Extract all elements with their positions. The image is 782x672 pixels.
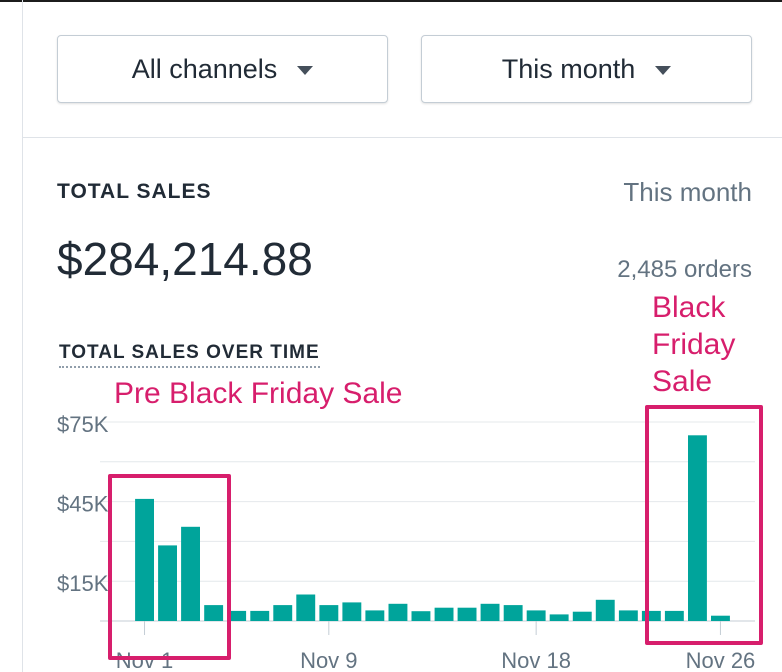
bar-nov-1[interactable] [135,498,154,621]
pre-black-friday-highlight-box [108,474,231,660]
bar-nov-10[interactable] [342,602,362,621]
bar-nov-26[interactable] [711,615,730,621]
bar-nov-9[interactable] [319,605,339,621]
bar-nov-5[interactable] [227,610,247,621]
bar-nov-8[interactable] [296,594,316,622]
bar-nov-15[interactable] [457,607,477,621]
black-friday-annotation: Black Friday Sale [652,291,736,398]
left-border [22,0,23,672]
x-tick-label: Nov 9 [300,648,357,672]
top-border [0,0,782,2]
black-friday-highlight-box [645,405,763,645]
bar-nov-17[interactable] [503,605,523,621]
bar-nov-6[interactable] [250,610,270,621]
bar-nov-7[interactable] [273,605,293,621]
bar-nov-13[interactable] [411,611,431,621]
total-sales-period: This month [623,177,752,207]
x-tick-label: Nov 1 [116,648,173,672]
bar-nov-3[interactable] [181,526,200,621]
bar-nov-16[interactable] [480,603,500,621]
bar-nov-11[interactable] [365,610,385,621]
y-tick-label: $15K [57,571,109,596]
bar-nov-25[interactable] [688,435,707,621]
y-tick-label: $75K [57,412,109,437]
bar-nov-12[interactable] [388,603,408,621]
caret-down-icon [297,65,314,75]
total-sales-value: $284,214.88 [57,233,313,285]
caret-down-icon [655,65,672,75]
bar-nov-23[interactable] [641,610,661,621]
bar-nov-19[interactable] [549,614,569,621]
bar-nov-4[interactable] [204,605,224,621]
channel-filter-dropdown[interactable]: All channels [57,35,388,103]
orders-count: 2,485 orders [617,256,752,283]
bar-nov-14[interactable] [434,607,454,621]
y-tick-label: $45K [57,492,109,517]
bar-nov-20[interactable] [572,611,592,621]
x-tick-label: Nov 26 [686,648,756,672]
bar-nov-24[interactable] [664,610,684,621]
bar-nov-22[interactable] [618,610,638,621]
filters-divider [23,137,782,138]
bar-nov-21[interactable] [595,599,615,621]
bar-nov-18[interactable] [526,610,546,621]
date-range-label: This month [501,53,636,84]
pre-black-friday-annotation: Pre Black Friday Sale [114,377,403,410]
date-range-dropdown[interactable]: This month [421,35,752,103]
channel-filter-label: All channels [131,53,278,84]
x-tick-label: Nov 18 [501,648,571,672]
bar-nov-2[interactable] [158,545,177,621]
chart-title[interactable]: TOTAL SALES OVER TIME [59,342,320,368]
total-sales-title: TOTAL SALES [57,180,212,203]
